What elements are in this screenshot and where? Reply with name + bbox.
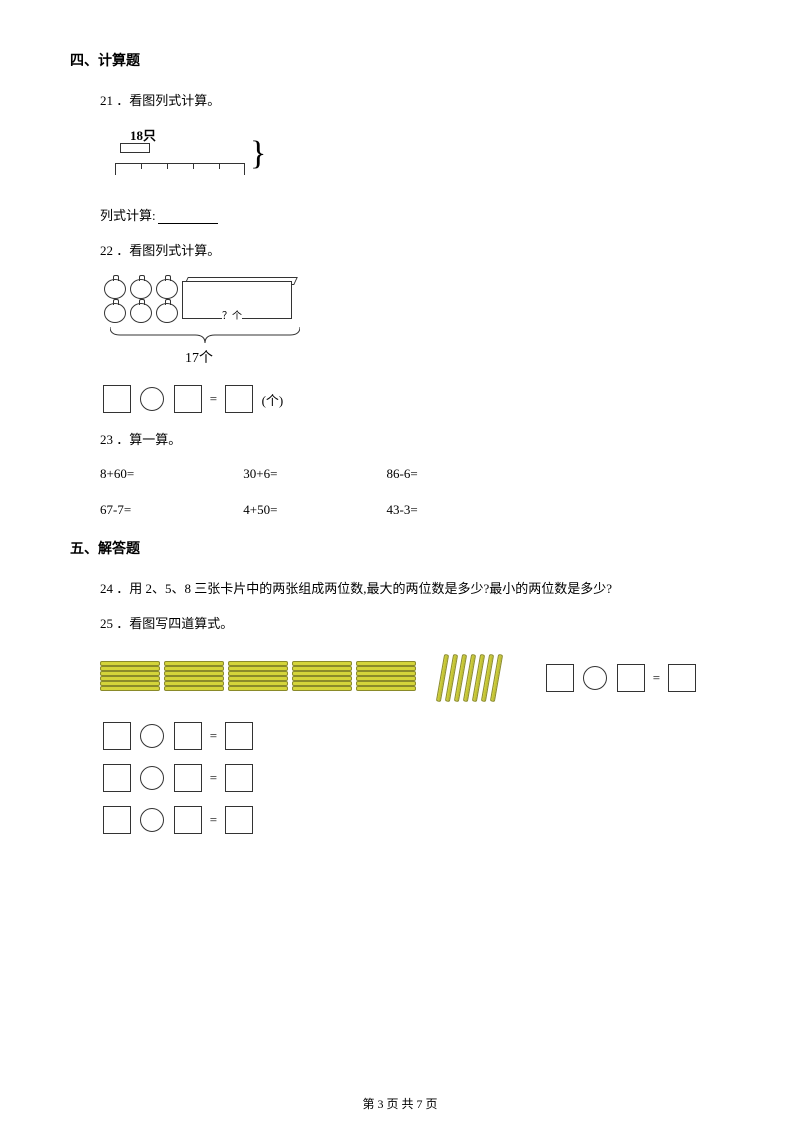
- answer-box: [103, 385, 131, 413]
- q22-text: 22 ．看图列式计算。: [100, 240, 730, 259]
- operator-circle: [140, 387, 164, 411]
- section-5-title: 五、解答题: [70, 538, 730, 558]
- q21-figure: 18只 }: [100, 127, 730, 187]
- q21-bracket: }: [250, 137, 266, 171]
- question-24: 24 ．用 2、5、8 三张卡片中的两张组成两位数,最大的两位数是多少?最小的两…: [100, 578, 730, 597]
- q25-number: 25 ．: [100, 616, 129, 631]
- answer-box: [617, 664, 645, 692]
- pumpkin-icon: [130, 279, 152, 299]
- q21-tick: [167, 163, 168, 169]
- answer-box: [103, 806, 131, 834]
- stick-bundle: [292, 661, 352, 695]
- q23-row2: 67-7= 4+50= 43-3=: [100, 502, 730, 518]
- q21-number: 21 ．: [100, 93, 129, 108]
- calc-item: 43-3=: [387, 502, 527, 518]
- answer-box: [174, 764, 202, 792]
- q21-prompt: 看图列式计算。: [129, 93, 220, 108]
- q22-total: 17个: [185, 347, 213, 367]
- q25-text: 25 ．看图写四道算式。: [100, 613, 730, 632]
- answer-box: [668, 664, 696, 692]
- calc-item: 67-7=: [100, 502, 240, 518]
- calc-item: 86-6=: [387, 466, 527, 482]
- question-23: 23 ．算一算。 8+60= 30+6= 86-6= 67-7= 4+50= 4…: [100, 429, 730, 518]
- pumpkin-icon: [104, 279, 126, 299]
- single-sticks: [440, 654, 503, 702]
- blank-line: [158, 223, 218, 224]
- q23-row1: 8+60= 30+6= 86-6=: [100, 466, 730, 482]
- operator-circle: [140, 724, 164, 748]
- answer-box: [225, 385, 253, 413]
- q23-text: 23 ．算一算。: [100, 429, 730, 448]
- pumpkin-icon: [156, 279, 178, 299]
- stick-bundle: [100, 661, 160, 695]
- answer-box: [225, 722, 253, 750]
- q22-number: 22 ．: [100, 243, 129, 258]
- q24-number: 24 ．: [100, 581, 129, 596]
- equals-sign: =: [653, 670, 660, 685]
- q23-number: 23 ．: [100, 432, 129, 447]
- q24-text: 24 ．用 2、5、8 三张卡片中的两张组成两位数,最大的两位数是多少?最小的两…: [100, 578, 730, 597]
- q24-prompt: 用 2、5、8 三张卡片中的两张组成两位数,最大的两位数是多少?最小的两位数是多…: [129, 581, 612, 596]
- section-4-title: 四、计算题: [70, 50, 730, 70]
- stick-bundle: [228, 661, 288, 695]
- operator-circle: [140, 808, 164, 832]
- q21-text: 21 ．看图列式计算。: [100, 90, 730, 109]
- q21-tick: [141, 163, 142, 169]
- q21-tick: [219, 163, 220, 169]
- pumpkin-icon: [156, 303, 178, 323]
- q25-eq-2: =: [100, 722, 730, 750]
- q25-eq-1: =: [543, 664, 699, 692]
- pumpkin-icon: [130, 303, 152, 323]
- q22-figure: ？个 17个: [100, 277, 730, 367]
- q25-prompt: 看图写四道算式。: [129, 616, 233, 631]
- question-22: 22 ．看图列式计算。 ？个 17个 = (个): [100, 240, 730, 413]
- answer-box: [174, 722, 202, 750]
- answer-box: [225, 806, 253, 834]
- q21-tick: [193, 163, 194, 169]
- calc-item: 8+60=: [100, 466, 240, 482]
- pumpkin-question-mark: ？个: [222, 307, 242, 322]
- q25-eq-3: =: [100, 764, 730, 792]
- answer-box: [103, 722, 131, 750]
- answer-box: [103, 764, 131, 792]
- question-25: 25 ．看图写四道算式。: [100, 613, 730, 834]
- stick-bundle: [164, 661, 224, 695]
- q21-fig-label: 18只: [130, 125, 156, 144]
- q25-sticks-figure: =: [100, 654, 730, 702]
- stick-bundle: [356, 661, 416, 695]
- operator-circle: [583, 666, 607, 690]
- equals-sign: =: [210, 391, 217, 406]
- answer-box: [546, 664, 574, 692]
- q21-answer-line: 列式计算:: [100, 205, 730, 224]
- q21-bar-long: [115, 163, 245, 175]
- q22-equation: = (个): [100, 385, 730, 413]
- pumpkin-icon: [104, 303, 126, 323]
- bracket-under: [110, 325, 300, 345]
- page-footer: 第 3 页 共 7 页: [0, 1095, 800, 1112]
- q21-bar-short: [120, 143, 150, 153]
- answer-box: [174, 385, 202, 413]
- equals-sign: =: [210, 728, 217, 743]
- operator-circle: [140, 766, 164, 790]
- equals-sign: =: [210, 812, 217, 827]
- calc-item: 4+50=: [243, 502, 383, 518]
- q22-prompt: 看图列式计算。: [129, 243, 220, 258]
- answer-box: [174, 806, 202, 834]
- q23-prompt: 算一算。: [129, 432, 181, 447]
- question-21: 21 ．看图列式计算。 18只 } 列式计算:: [100, 90, 730, 224]
- answer-box: [225, 764, 253, 792]
- q25-eq-4: =: [100, 806, 730, 834]
- q22-unit: (个): [262, 393, 284, 408]
- q21-answer-label: 列式计算:: [100, 208, 156, 223]
- calc-item: 30+6=: [243, 466, 383, 482]
- equals-sign: =: [210, 770, 217, 785]
